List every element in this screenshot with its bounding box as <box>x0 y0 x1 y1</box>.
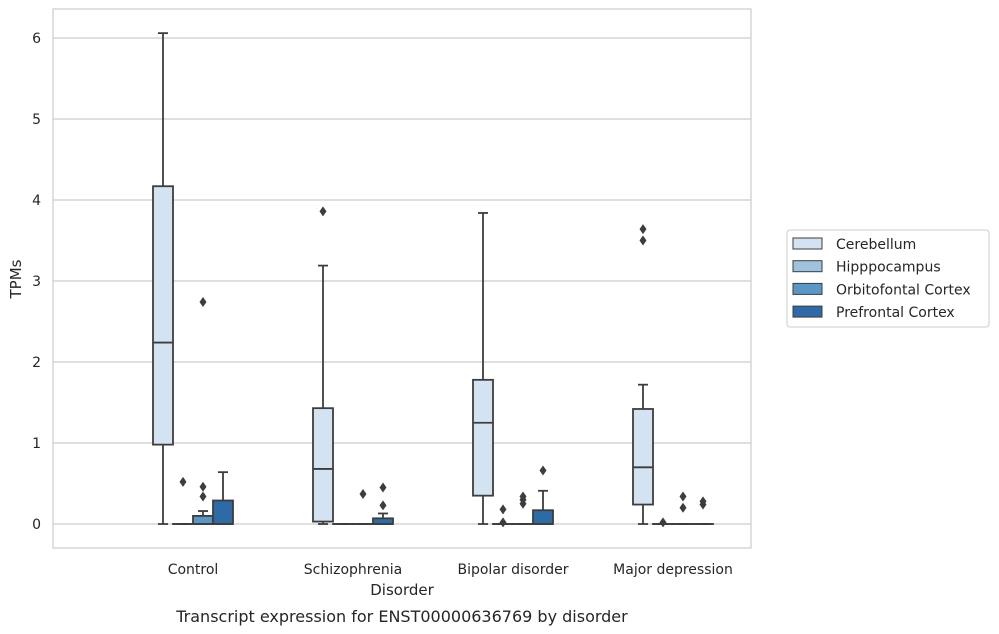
outlier-point <box>199 297 207 308</box>
y-tick-label: 3 <box>32 274 41 290</box>
legend-swatch <box>792 305 823 318</box>
x-tick-label: Schizophrenia <box>304 562 402 578</box>
outlier-point <box>679 502 687 513</box>
box-body <box>532 509 554 525</box>
box-body <box>312 407 334 523</box>
outlier-point <box>659 517 667 528</box>
outlier-point <box>179 476 187 487</box>
outlier-point <box>379 482 387 493</box>
legend-swatch <box>792 282 823 295</box>
box-3-1 <box>372 482 394 525</box>
plot-area-frame <box>52 8 752 549</box>
box-body <box>192 515 214 525</box>
outlier-point <box>519 491 527 502</box>
legend-label: Prefrontal Cortex <box>836 305 955 321</box>
box-2-2 <box>512 491 534 525</box>
box-body <box>152 185 174 446</box>
outlier-point <box>359 489 367 500</box>
y-tick-label: 6 <box>32 31 41 47</box>
outlier-point <box>499 504 507 515</box>
outlier-point <box>199 481 207 492</box>
box-series <box>152 32 714 528</box>
box-body <box>632 408 654 506</box>
y-tick-label: 0 <box>32 517 41 533</box>
chart-caption: Transcript expression for ENST0000063676… <box>175 607 628 626</box>
outlier-point <box>199 491 207 502</box>
box-2-1 <box>352 489 374 525</box>
box-0-0 <box>152 32 174 525</box>
legend-label: Orbitofontal Cortex <box>836 282 971 298</box>
outlier-point <box>499 517 507 528</box>
legend-swatch <box>792 237 823 250</box>
legend-swatch <box>792 260 823 273</box>
y-axis-label: TPMs <box>7 259 25 299</box>
y-tick-label: 5 <box>32 112 41 128</box>
box-body <box>212 499 234 525</box>
x-tick-label: Control <box>168 562 219 578</box>
box-1-0 <box>172 476 194 525</box>
x-tick-label: Bipolar disorder <box>457 562 568 578</box>
outlier-point <box>539 465 547 476</box>
legend-label: Hipppocampus <box>836 260 941 276</box>
box-1-3 <box>652 517 674 528</box>
box-2-0 <box>192 297 214 525</box>
outlier-point <box>679 491 687 502</box>
box-body <box>472 378 494 497</box>
box-0-1 <box>312 206 334 525</box>
box-0-3 <box>632 224 654 525</box>
box-2-3 <box>672 491 694 525</box>
y-tick-label: 2 <box>32 355 41 371</box>
box-0-2 <box>472 212 494 525</box>
outlier-point <box>699 496 707 507</box>
y-tick-label: 1 <box>32 436 41 452</box>
outlier-point <box>319 206 327 217</box>
legend: Cerebellum Hipppocampus Orbitofontal Corte… <box>786 229 990 328</box>
outlier-point <box>639 224 647 235</box>
x-tick-labels: Control Schizophrenia Bipolar disorder Majo… <box>168 562 733 578</box>
outlier-point <box>639 235 647 246</box>
box-3-3 <box>692 496 714 525</box>
outlier-point <box>379 500 387 511</box>
box-1-2 <box>492 504 514 528</box>
box-3-0 <box>212 471 234 525</box>
legend-frame <box>786 229 990 328</box>
box-3-2 <box>532 465 554 525</box>
x-tick-label: Major depression <box>613 562 733 578</box>
y-tick-label: 4 <box>32 193 41 209</box>
x-axis-label: Disorder <box>370 581 434 599</box>
y-tick-labels: 0 1 2 3 4 5 6 <box>32 31 41 533</box>
legend-label: Cerebellum <box>836 237 916 253</box>
